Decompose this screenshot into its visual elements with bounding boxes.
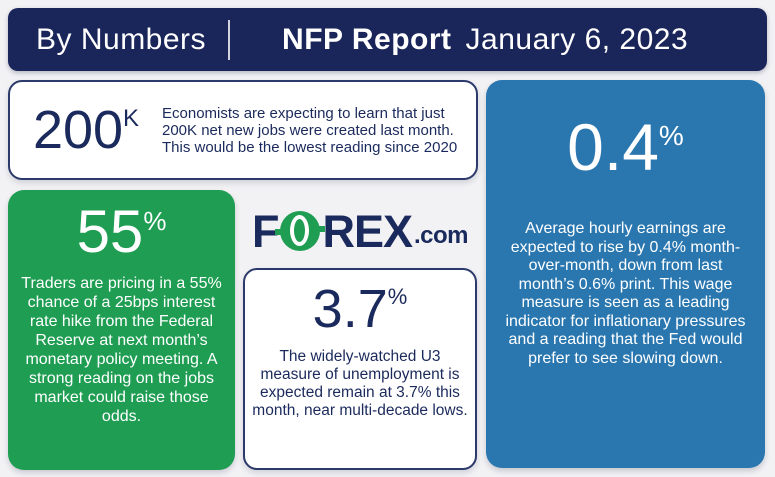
forex-logo-o-icon bbox=[275, 211, 326, 251]
earnings-unit: % bbox=[658, 120, 684, 151]
forex-logo-o-ring bbox=[290, 215, 310, 246]
report-date: January 6, 2023 bbox=[465, 22, 689, 56]
jobs-unit: K bbox=[123, 105, 140, 132]
forex-logo-o-left-tick bbox=[275, 229, 290, 235]
header-divider bbox=[228, 19, 231, 60]
rate-hike-value: 55 bbox=[76, 198, 144, 265]
brand-label: By Numbers bbox=[36, 22, 207, 56]
forex-logo-com: .com bbox=[414, 222, 469, 249]
unemployment-stat: 3.7% bbox=[245, 282, 475, 336]
unemployment-value: 3.7 bbox=[312, 279, 388, 339]
earnings-value: 0.4 bbox=[567, 110, 659, 184]
rate-hike-description: Traders are pricing in a 55% chance of a… bbox=[21, 275, 222, 425]
rate-hike-card: 55% Traders are pricing in a 55% chance … bbox=[8, 190, 235, 470]
rate-hike-unit: % bbox=[143, 206, 167, 236]
unemployment-card: 3.7% The widely-watched U3 measure of un… bbox=[243, 268, 477, 470]
rate-hike-stat: 55% bbox=[8, 202, 235, 262]
forex-logo-o-right-tick bbox=[311, 226, 326, 232]
jobs-stat: 200K bbox=[10, 103, 162, 157]
jobs-card: 200K Economists are expecting to learn t… bbox=[8, 80, 478, 180]
earnings-description: Average hourly earnings are expected to … bbox=[505, 220, 746, 367]
unemployment-description: The widely-watched U3 measure of unemplo… bbox=[252, 348, 468, 419]
jobs-description: Economists are expecting to learn that j… bbox=[162, 104, 458, 156]
forex-logo: F REX .com bbox=[243, 200, 477, 262]
forex-logo-rex: REX bbox=[322, 205, 413, 257]
header-bar: By Numbers NFP Report January 6, 2023 bbox=[8, 8, 767, 71]
earnings-card: 0.4% Average hourly earnings are expecte… bbox=[486, 80, 765, 468]
earnings-stat: 0.4% bbox=[486, 114, 765, 180]
report-title: NFP Report bbox=[282, 22, 452, 56]
jobs-value: 200 bbox=[32, 100, 124, 160]
forex-logo-f: F bbox=[251, 205, 279, 257]
unemployment-unit: % bbox=[387, 284, 408, 309]
